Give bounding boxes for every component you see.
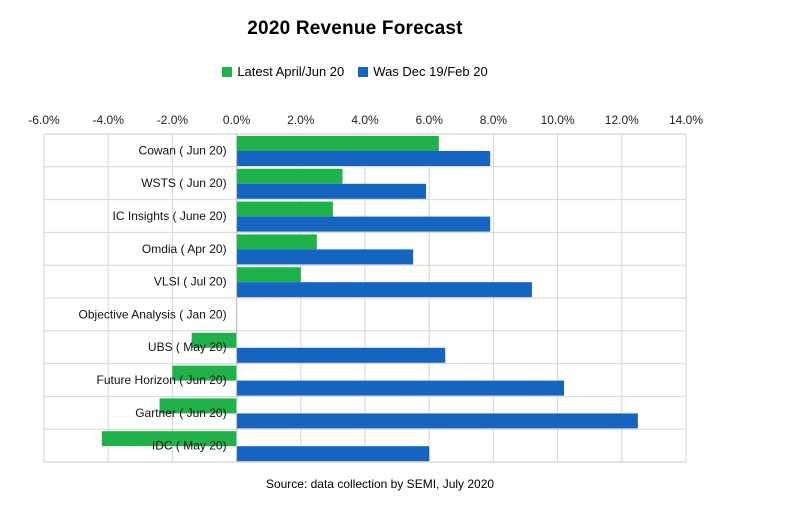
x-tick-label: -6.0% xyxy=(28,113,60,127)
category-label: VLSI ( Jul 20) xyxy=(154,275,227,289)
chart-legend: Latest April/Jun 20 Was Dec 19/Feb 20 xyxy=(0,64,710,79)
bar-previous xyxy=(236,216,491,232)
bar-previous xyxy=(236,183,426,199)
category-label: Future Horizon ( Jun 20) xyxy=(97,373,227,387)
x-tick-label: 8.0% xyxy=(480,113,508,127)
legend-item-latest: Latest April/Jun 20 xyxy=(222,64,344,79)
x-tick-label: 2.0% xyxy=(287,113,315,127)
legend-swatch-latest xyxy=(222,66,233,77)
bar-previous xyxy=(236,151,491,166)
category-label: Omdia ( Apr 20) xyxy=(142,242,227,256)
x-tick-label: 4.0% xyxy=(351,113,379,127)
category-label: Gartner ( Jun 20) xyxy=(135,406,226,420)
category-label: IDC ( May 20) xyxy=(152,439,227,453)
category-label: IC Insights ( June 20) xyxy=(113,209,227,223)
bar-previous xyxy=(236,249,414,265)
category-label: Cowan ( Jun 20) xyxy=(139,143,227,157)
x-tick-label: 14.0% xyxy=(669,113,703,127)
category-label: UBS ( May 20) xyxy=(148,340,227,354)
chart-title: 2020 Revenue Forecast xyxy=(247,18,463,39)
category-label: Objective Analysis ( Jan 20) xyxy=(79,307,227,321)
bar-latest xyxy=(191,332,237,348)
x-tick-label: 10.0% xyxy=(541,113,575,127)
legend-label-latest: Latest April/Jun 20 xyxy=(237,64,345,79)
bar-latest xyxy=(236,267,301,283)
bar-previous xyxy=(236,282,532,298)
x-tick-label: 12.0% xyxy=(605,113,639,127)
bar-latest xyxy=(159,398,237,414)
bar-previous xyxy=(236,347,446,363)
x-tick-label: 6.0% xyxy=(416,113,444,127)
bar-latest xyxy=(236,234,317,250)
x-tick-label: 0.0% xyxy=(223,113,251,127)
bar-latest xyxy=(236,168,343,184)
legend-item-previous: Was Dec 19/Feb 20 xyxy=(358,64,488,79)
bar-previous xyxy=(236,380,565,396)
x-tick-label: -2.0% xyxy=(157,113,189,127)
bar-latest xyxy=(236,201,333,217)
bar-previous xyxy=(236,413,638,429)
legend-swatch-previous xyxy=(358,66,369,77)
legend-label-previous: Was Dec 19/Feb 20 xyxy=(373,64,488,79)
category-label: WSTS ( Jun 20) xyxy=(141,176,226,190)
x-tick-label: -4.0% xyxy=(93,113,125,127)
bar-previous xyxy=(236,446,430,462)
bar-latest xyxy=(172,365,237,381)
bar-latest xyxy=(101,431,237,447)
bar-latest xyxy=(236,136,439,151)
source-note: Source: data collection by SEMI, July 20… xyxy=(265,477,495,491)
